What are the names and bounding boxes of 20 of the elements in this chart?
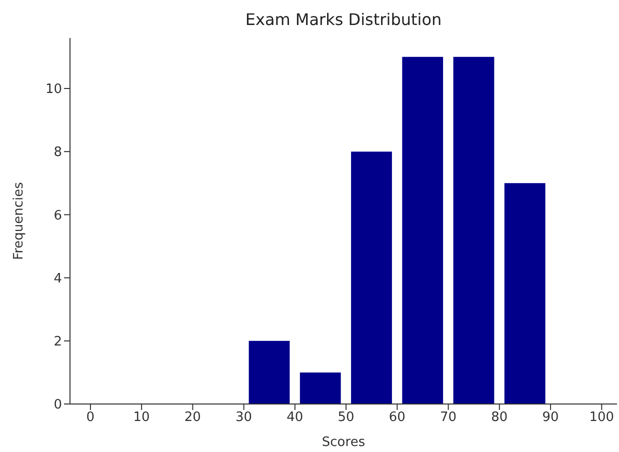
x-tick-label: 50 bbox=[338, 410, 354, 426]
y-tick-label: 4 bbox=[54, 271, 62, 286]
x-tick-label: 60 bbox=[388, 410, 406, 426]
x-tick-label: 20 bbox=[184, 410, 201, 426]
y-tick-label: 0 bbox=[54, 398, 62, 413]
x-tick-label: 30 bbox=[236, 410, 252, 426]
x-tick-label: 80 bbox=[491, 410, 508, 426]
x-tick-label: 10 bbox=[133, 410, 150, 426]
y-tick-label: 8 bbox=[54, 145, 62, 160]
y-axis-title: Frequencies bbox=[12, 182, 27, 260]
x-tick-label: 40 bbox=[286, 410, 304, 426]
x-tick-label: 90 bbox=[542, 410, 559, 426]
chart-title: Exam Marks Distribution bbox=[244, 10, 443, 29]
x-tick-label: 0 bbox=[86, 410, 95, 426]
x-tick-label: 100 bbox=[589, 410, 614, 426]
y-tick-label: 2 bbox=[54, 334, 62, 350]
x-tick-label: 70 bbox=[440, 410, 457, 426]
y-tick-label: 6 bbox=[54, 208, 62, 224]
y-tick-label: 10 bbox=[45, 82, 62, 98]
x-axis-title: Scores bbox=[322, 435, 366, 450]
